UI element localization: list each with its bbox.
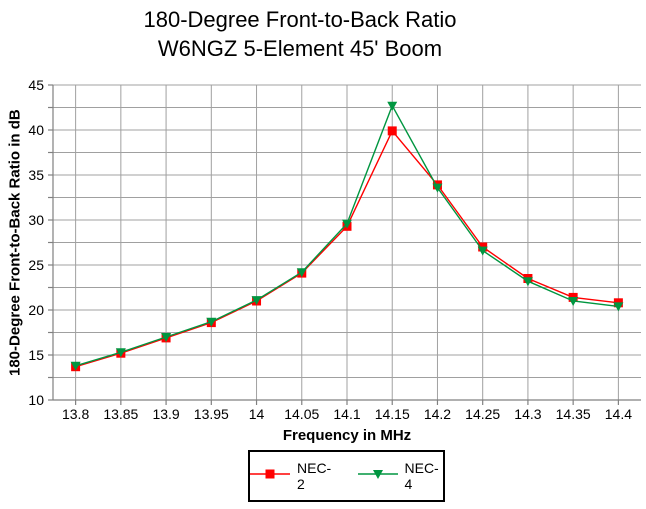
x-tick-label: 14.25 [465, 406, 500, 422]
nec2-series-marker-icon [250, 467, 290, 486]
data-point-NEC-4 [522, 277, 533, 287]
data-point-NEC-4 [251, 296, 262, 306]
y-tick-label: 40 [28, 122, 44, 138]
legend-label-nec4: NEC-4 [404, 460, 439, 492]
data-point-NEC-2 [387, 126, 397, 136]
data-point-NEC-4 [115, 348, 126, 358]
legend: NEC-2 NEC-4 [248, 450, 445, 502]
y-tick-label: 25 [28, 257, 44, 273]
x-tick-label: 14.15 [375, 406, 410, 422]
chart-title: 180-Degree Front-to-Back Ratio [143, 7, 457, 32]
data-point-NEC-4 [432, 183, 443, 193]
data-point-NEC-4 [342, 219, 352, 229]
chart-title-block: 180-Degree Front-to-Back Ratio W6NGZ 5-E… [0, 5, 600, 63]
data-point-NEC-4 [296, 268, 307, 278]
data-point-NEC-4 [387, 101, 398, 111]
data-point-NEC-4 [477, 246, 488, 256]
y-tick-label: 30 [28, 212, 44, 228]
x-tick-label: 14.4 [605, 406, 632, 422]
data-point-NEC-4 [568, 297, 579, 306]
x-tick-label: 14.35 [556, 406, 591, 422]
data-point-NEC-4 [70, 361, 81, 371]
x-tick-label: 13.8 [62, 406, 89, 422]
data-point-NEC-4 [161, 333, 172, 342]
x-tick-label: 14.2 [424, 406, 451, 422]
legend-label-nec2: NEC-2 [297, 460, 332, 492]
x-tick-label: 14 [249, 406, 265, 422]
x-tick-label: 14.05 [284, 406, 319, 422]
data-point-NEC-4 [613, 302, 624, 312]
x-axis-title: Frequency in MHz [282, 427, 412, 444]
y-tick-label: 45 [28, 77, 44, 93]
data-point-NEC-4 [206, 317, 217, 327]
x-tick-label: 13.95 [194, 406, 229, 422]
legend-item-nec2: NEC-2 [250, 460, 336, 492]
chart-subtitle: W6NGZ 5-Element 45' Boom [157, 36, 443, 61]
x-tick-label: 14.1 [333, 406, 360, 422]
y-tick-label: 20 [28, 302, 44, 318]
y-tick-label: 35 [28, 167, 44, 183]
nec4-series-marker-icon [357, 467, 398, 486]
legend-item-nec4: NEC-4 [357, 460, 444, 492]
x-tick-label: 13.85 [103, 406, 138, 422]
y-tick-label: 15 [28, 347, 44, 363]
y-tick-label: 10 [28, 392, 44, 408]
x-tick-label: 13.9 [152, 406, 179, 422]
x-tick-label: 14.3 [514, 406, 541, 422]
